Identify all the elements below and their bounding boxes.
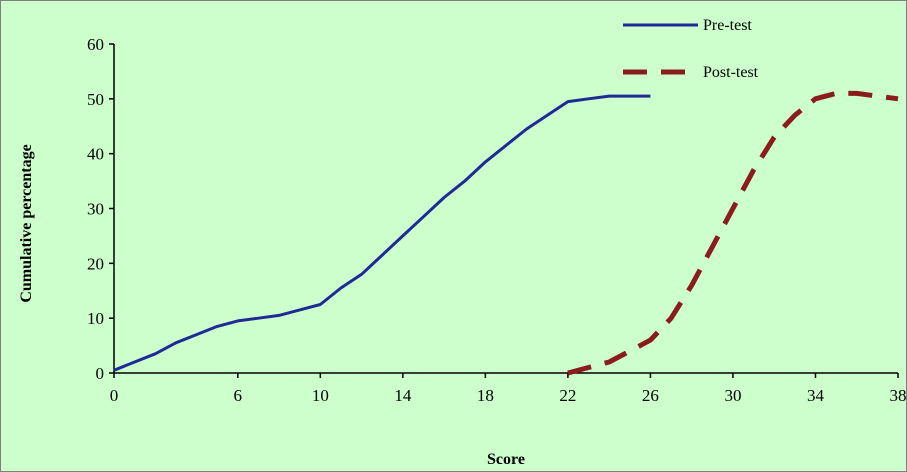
- series-line-0: [113, 94, 651, 372]
- x-tick-label: 34: [807, 386, 825, 405]
- x-tick-label: 14: [394, 386, 412, 405]
- y-axis-title: Cumulative percentage: [18, 144, 35, 302]
- x-tick-label: 26: [642, 386, 659, 405]
- x-tick-label: 30: [724, 386, 741, 405]
- legend-label: Post-test: [703, 64, 759, 81]
- y-tick-label: 10: [87, 309, 104, 328]
- series-line-1: [567, 90, 899, 376]
- x-tick-label: 38: [890, 386, 907, 405]
- y-tick-label: 0: [96, 364, 105, 383]
- x-tick-label: 18: [477, 386, 494, 405]
- y-tick-label: 60: [87, 35, 104, 54]
- x-tick-label: 6: [234, 386, 243, 405]
- x-axis-title: Score: [487, 451, 525, 468]
- legend-label: Pre-test: [703, 17, 752, 34]
- x-tick-label: 22: [559, 386, 576, 405]
- y-tick-label: 20: [87, 254, 104, 273]
- y-tick-label: 50: [87, 90, 104, 109]
- x-tick-label: 0: [110, 386, 119, 405]
- y-tick-label: 30: [87, 200, 104, 219]
- ticks: 0 10 20 30 40 50 60 0 6 10 14 18 22 26 30 34 38: [87, 35, 906, 405]
- x-tick-label: 10: [312, 386, 329, 405]
- series-layer: [113, 90, 899, 376]
- y-tick-label: 40: [87, 145, 104, 164]
- legend: Pre-test Post-test: [623, 17, 759, 81]
